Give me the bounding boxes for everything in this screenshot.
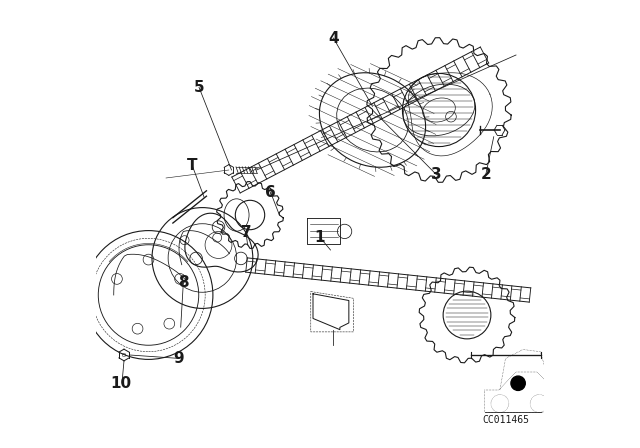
Text: 6: 6: [266, 185, 276, 200]
Text: 8: 8: [178, 275, 189, 290]
Text: 4: 4: [328, 30, 339, 46]
Text: 2: 2: [481, 167, 491, 182]
Text: 9: 9: [173, 351, 184, 366]
Text: T: T: [187, 158, 198, 173]
Text: 1: 1: [315, 230, 325, 245]
Text: 7: 7: [241, 225, 252, 241]
Text: CC011465: CC011465: [482, 415, 529, 425]
Text: 10: 10: [110, 375, 131, 391]
Text: 5: 5: [194, 80, 204, 95]
Text: 3: 3: [431, 167, 442, 182]
Circle shape: [511, 376, 525, 390]
